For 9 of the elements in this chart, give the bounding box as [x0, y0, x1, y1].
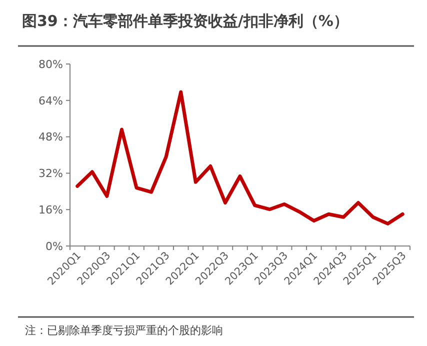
text: 注：已剔除单季度亏损严重的个股的影响	[25, 324, 223, 337]
y-tick-label: 80%	[38, 58, 63, 71]
y-tick-label: 0%	[46, 240, 63, 253]
chart-title: 图39：汽车零部件单季投资收益/扣非净利（%）	[22, 12, 348, 30]
y-tick-label: 16%	[38, 203, 63, 216]
y-tick-label: 48%	[38, 130, 63, 144]
y-tick-label: 64%	[38, 94, 63, 108]
y-tick-label: 32%	[38, 167, 63, 180]
line-series	[76, 90, 404, 226]
